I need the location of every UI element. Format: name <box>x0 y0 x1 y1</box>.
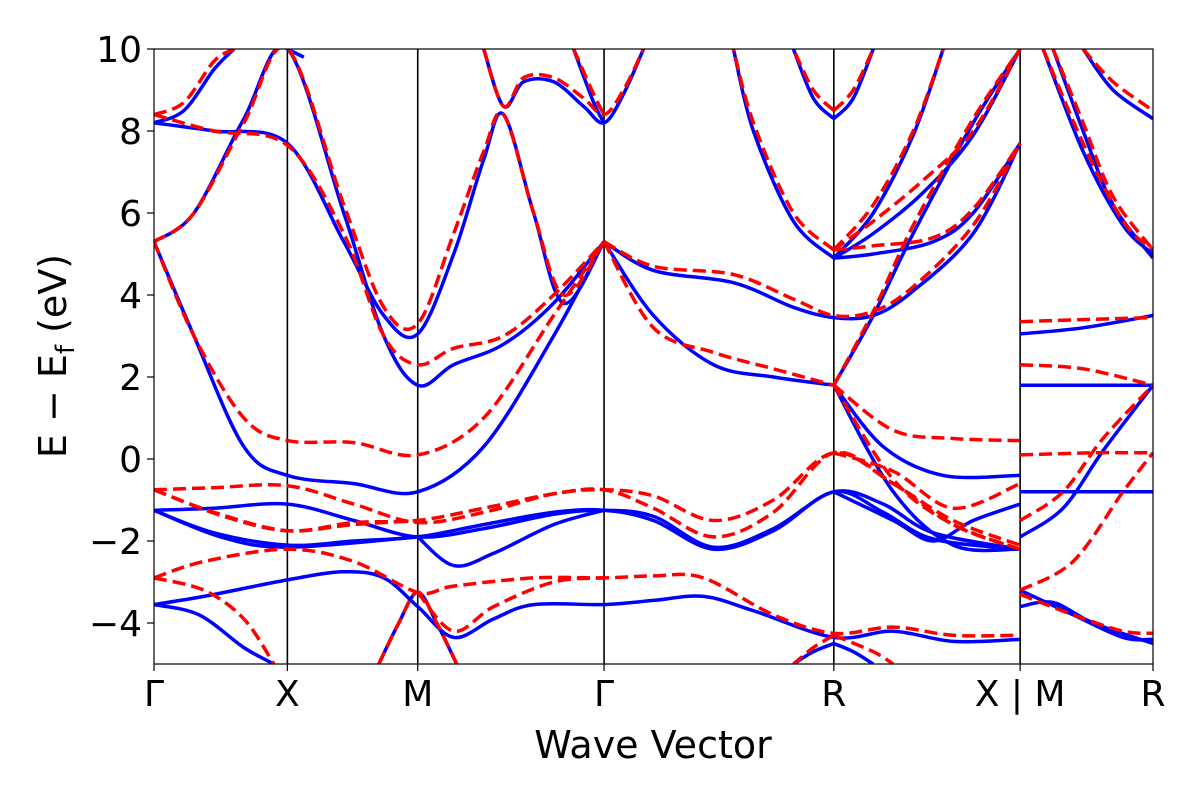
solid-band-line <box>731 49 835 260</box>
dashed-band-line <box>1019 451 1153 592</box>
dashed-band-line <box>832 49 1022 387</box>
dashed-band-line <box>1081 49 1153 112</box>
y-axis-label-subscript: f <box>51 344 81 354</box>
y-tick-label: 2 <box>119 358 142 399</box>
dashed-band-line <box>1020 450 1153 457</box>
x-tick-label: Γ <box>594 674 614 715</box>
dashed-band-line <box>832 49 1022 252</box>
dashed-band-line <box>1019 592 1153 636</box>
dashed-band-line <box>154 576 276 664</box>
solid-band-line <box>154 49 236 125</box>
dashed-band-line <box>792 633 835 664</box>
dashed-band-line <box>832 49 945 252</box>
y-axis-ticks: −4 −2 0 2 4 6 8 10 <box>89 30 154 645</box>
dashed-band-line <box>154 547 1021 638</box>
y-tick-label: −4 <box>89 604 142 645</box>
plot-area <box>153 48 1154 665</box>
solid-band-line <box>571 49 606 124</box>
dashed-band-line <box>416 576 605 633</box>
dashed-band-line <box>1019 362 1153 387</box>
dashed-band-line <box>154 49 235 117</box>
dashed-band-line <box>832 383 1021 443</box>
y-axis-label-unit: (eV) <box>31 254 75 345</box>
solid-band-line <box>482 49 646 125</box>
dashed-band-line <box>1051 49 1153 251</box>
solid-band-line <box>832 49 945 260</box>
solid-band-line <box>603 142 1022 321</box>
solid-band-line <box>832 384 1021 553</box>
y-tick-label: 0 <box>119 440 142 481</box>
solid-band-line <box>154 508 418 549</box>
solid-band-line <box>602 240 835 387</box>
solid-band-line <box>1019 588 1153 642</box>
solid-band-line <box>833 490 1021 543</box>
dashed-band-line <box>1020 315 1153 324</box>
solid-band-line <box>154 569 1021 644</box>
solid-band-line <box>154 602 275 664</box>
y-axis-label: E − Ef (eV) <box>31 254 81 458</box>
y-tick-label: 6 <box>119 194 142 235</box>
dashed-band-line <box>377 590 459 664</box>
dashed-band-series <box>154 49 1153 664</box>
x-axis-ticks: Γ X M Γ R X | M R <box>144 664 1166 715</box>
solid-band-line <box>1051 49 1153 260</box>
dashed-band-line <box>154 450 1021 551</box>
dashed-band-line <box>154 49 606 331</box>
x-tick-label: X | M <box>975 674 1066 715</box>
dashed-band-line <box>602 240 835 387</box>
y-tick-label: 10 <box>96 30 142 71</box>
plot-frame <box>153 48 1154 665</box>
y-tick-label: 8 <box>119 112 142 153</box>
y-axis-label-main: E − E <box>31 354 75 458</box>
dashed-band-line <box>791 49 836 112</box>
dashed-band-line <box>154 112 606 367</box>
dashed-band-line <box>832 49 875 112</box>
solid-band-line <box>833 641 875 664</box>
dashed-band-line <box>482 49 646 117</box>
dashed-band-line <box>603 142 1022 319</box>
solid-band-series <box>154 49 1153 664</box>
dashed-band-line <box>1041 49 1153 252</box>
x-axis-label: Wave Vector <box>534 723 772 767</box>
dashed-band-line <box>833 451 1021 510</box>
high-symmetry-lines <box>286 49 1021 664</box>
x-tick-label: M <box>402 674 433 715</box>
dashed-band-line <box>571 49 606 116</box>
dashed-band-line <box>833 633 895 664</box>
band-lines <box>154 49 1153 664</box>
x-tick-label: R <box>821 674 846 715</box>
solid-band-line <box>1019 600 1153 646</box>
solid-band-line <box>1041 49 1153 256</box>
dashed-band-line <box>832 384 1021 551</box>
dashed-band-line <box>154 488 418 533</box>
dashed-band-line <box>731 49 835 252</box>
solid-band-line <box>416 508 605 568</box>
x-tick-label: Γ <box>144 674 164 715</box>
solid-band-line <box>832 384 1021 480</box>
dashed-band-line <box>833 142 1022 252</box>
solid-band-line <box>154 49 606 388</box>
solid-band-line <box>1019 384 1153 539</box>
y-tick-label: 4 <box>119 276 142 317</box>
solid-band-line <box>154 240 606 496</box>
y-tick-label: −2 <box>89 522 142 563</box>
x-tick-label: R <box>1140 674 1165 715</box>
dashed-band-line <box>154 240 606 458</box>
x-tick-label: X <box>275 674 300 715</box>
dashed-band-line <box>1019 384 1153 522</box>
